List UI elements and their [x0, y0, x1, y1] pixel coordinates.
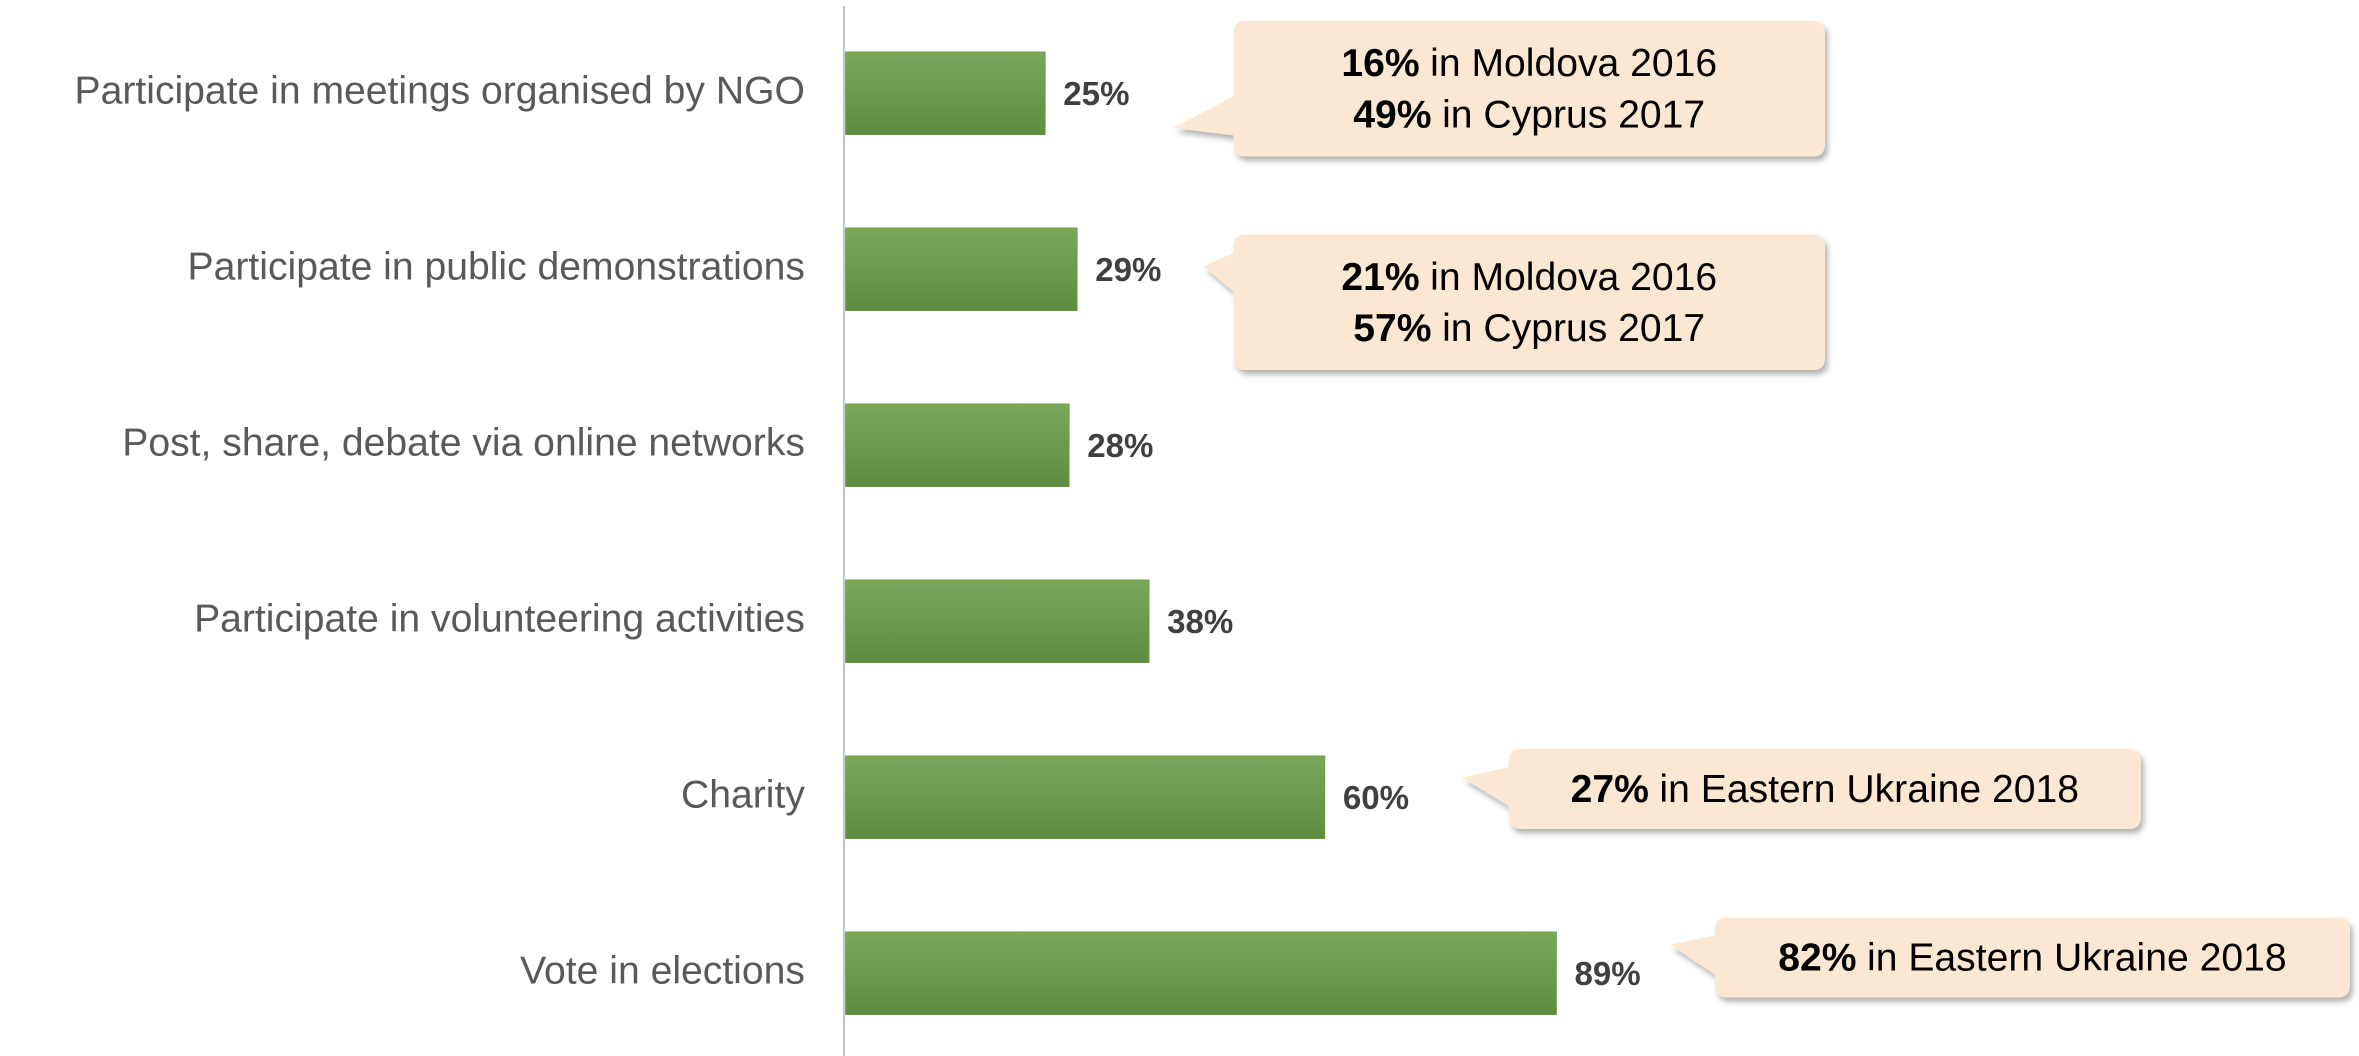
bar	[845, 755, 1326, 840]
bar	[845, 403, 1070, 488]
bar	[845, 579, 1150, 664]
callout-rest: in Moldova 2016	[1430, 256, 1717, 299]
callout-bold: 21%	[1341, 256, 1419, 299]
category-label: Participate in public demonstrations	[188, 246, 805, 289]
callout-bold: 82%	[1778, 937, 1856, 980]
callout-bold: 16%	[1341, 43, 1419, 86]
callout-box	[1669, 917, 2350, 998]
category-label: Participate in volunteering activities	[194, 598, 805, 641]
value-label: 28%	[1087, 428, 1153, 465]
bar	[845, 931, 1557, 1016]
value-label: 60%	[1343, 780, 1409, 817]
callout-text: 16% in Moldova 2016	[1341, 43, 1717, 86]
callout-bold: 27%	[1571, 768, 1649, 811]
callout-rest: in Cyprus 2017	[1442, 307, 1705, 350]
value-label: 29%	[1095, 252, 1161, 289]
callout-box	[1173, 21, 1825, 157]
callout-box	[1203, 234, 1825, 371]
callout-text: 82% in Eastern Ukraine 2018	[1778, 937, 2286, 980]
category-label: Post, share, debate via online networks	[122, 422, 805, 465]
callout-bold: 49%	[1353, 94, 1431, 137]
bar	[845, 51, 1046, 136]
bar	[845, 227, 1078, 312]
callout-rest: in Eastern Ukraine 2018	[1659, 768, 2079, 811]
callout-rest: in Cyprus 2017	[1442, 94, 1705, 137]
category-label: Participate in meetings organised by NGO	[75, 70, 805, 113]
callout-box	[1462, 749, 2141, 829]
value-label: 38%	[1167, 604, 1233, 641]
callout-bold: 57%	[1353, 307, 1431, 350]
category-label: Charity	[681, 774, 805, 817]
callout-text: 27% in Eastern Ukraine 2018	[1571, 768, 2079, 811]
callout-rest: in Moldova 2016	[1430, 43, 1717, 86]
category-label: Vote in elections	[520, 950, 805, 993]
callout-text: 57% in Cyprus 2017	[1353, 307, 1705, 350]
callout-text: 49% in Cyprus 2017	[1353, 94, 1705, 137]
callout-rest: in Eastern Ukraine 2018	[1867, 937, 2287, 980]
callout-text: 21% in Moldova 2016	[1341, 256, 1717, 299]
value-label: 25%	[1063, 76, 1129, 113]
value-label: 89%	[1575, 956, 1641, 993]
